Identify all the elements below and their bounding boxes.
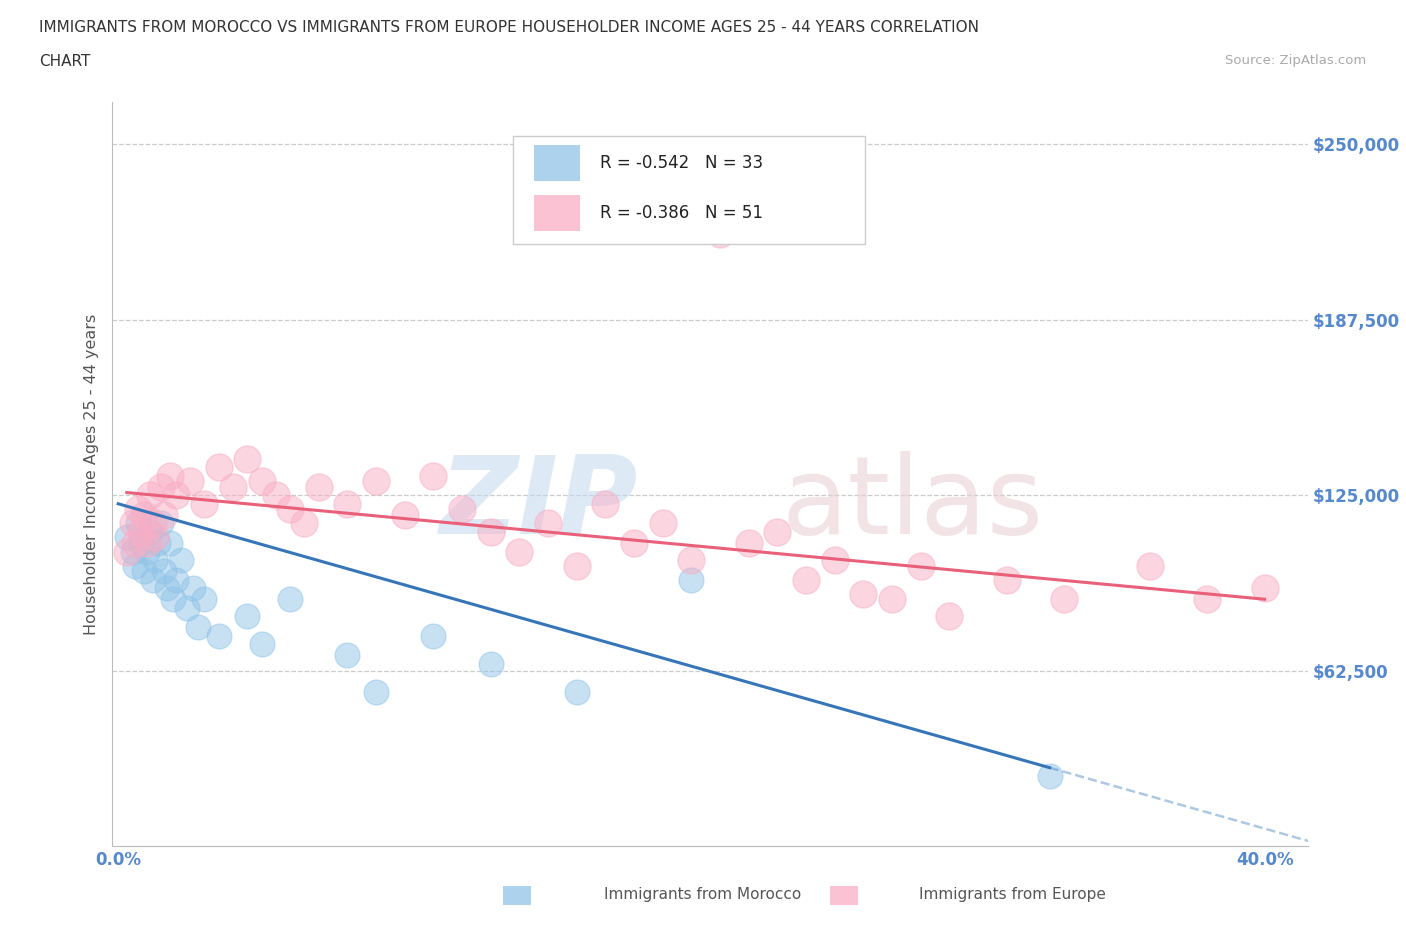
Point (336, 648, 359, 663)
Point (236, 451, 259, 466)
Point (479, 657, 502, 671)
Text: R = -0.542   N = 33: R = -0.542 N = 33 (600, 154, 763, 172)
Point (1197, 591, 1219, 606)
Point (176, 600, 198, 615)
Point (565, 558, 588, 573)
Point (145, 530, 167, 545)
Point (995, 572, 1018, 587)
Point (880, 591, 903, 606)
Point (207, 629, 229, 644)
Point (422, 469, 444, 484)
Point (129, 536, 152, 551)
Point (156, 580, 179, 595)
Point (148, 536, 170, 551)
Point (681, 572, 703, 587)
Point (336, 497, 359, 512)
Point (153, 508, 176, 523)
Point (422, 629, 444, 644)
Point (595, 497, 617, 512)
Point (135, 544, 157, 559)
Point (138, 525, 160, 539)
Point (115, 544, 138, 559)
Point (124, 558, 146, 573)
Point (537, 516, 560, 531)
Point (159, 469, 181, 484)
Point (1039, 769, 1062, 784)
Point (138, 488, 160, 503)
Point (150, 480, 173, 495)
FancyBboxPatch shape (513, 136, 866, 244)
Point (150, 516, 173, 531)
Point (264, 488, 287, 503)
Point (181, 580, 204, 595)
Text: ZIP: ZIP (440, 451, 638, 557)
Point (852, 586, 875, 601)
Text: R = -0.386   N = 51: R = -0.386 N = 51 (600, 205, 763, 222)
Point (910, 558, 932, 573)
Text: Source: ZipAtlas.com: Source: ZipAtlas.com (1226, 54, 1367, 67)
Point (142, 516, 165, 531)
Text: Immigrants from Morocco: Immigrants from Morocco (605, 887, 801, 902)
Point (681, 552, 703, 567)
Point (132, 564, 155, 578)
Point (651, 516, 673, 531)
Point (121, 516, 143, 531)
Bar (503, 886, 531, 905)
Text: atlas: atlas (782, 451, 1043, 557)
Point (824, 552, 846, 567)
Bar (830, 886, 858, 905)
Point (250, 474, 273, 489)
Point (159, 536, 181, 551)
Point (127, 516, 149, 531)
Point (236, 608, 259, 623)
Point (207, 459, 229, 474)
Point (451, 502, 474, 517)
Point (738, 536, 761, 551)
Point (294, 516, 316, 531)
Point (366, 474, 388, 489)
Point (135, 536, 157, 551)
Point (250, 637, 273, 652)
Point (1253, 580, 1275, 595)
Text: IMMIGRANTS FROM MOROCCO VS IMMIGRANTS FROM EUROPE HOUSEHOLDER INCOME AGES 25 - 4: IMMIGRANTS FROM MOROCCO VS IMMIGRANTS FR… (39, 20, 980, 35)
Text: Immigrants from Europe: Immigrants from Europe (920, 887, 1105, 902)
Point (153, 564, 176, 578)
Y-axis label: Householder Income Ages 25 - 44 years: Householder Income Ages 25 - 44 years (83, 313, 98, 635)
Point (132, 508, 155, 523)
Point (278, 591, 301, 606)
Point (1139, 558, 1161, 573)
Point (165, 572, 187, 587)
Bar (534, 145, 579, 180)
Point (170, 552, 193, 567)
Point (565, 684, 588, 699)
Text: CHART: CHART (39, 54, 91, 69)
Point (179, 474, 201, 489)
Point (766, 525, 789, 539)
Point (121, 544, 143, 559)
Point (1053, 591, 1076, 606)
Point (124, 536, 146, 551)
Point (709, 227, 731, 242)
Point (308, 480, 330, 495)
Point (162, 591, 184, 606)
Point (222, 480, 245, 495)
Point (193, 591, 215, 606)
Point (508, 544, 530, 559)
Point (394, 508, 416, 523)
Point (623, 536, 645, 551)
Point (479, 525, 502, 539)
Point (278, 502, 301, 517)
Point (165, 488, 187, 503)
Point (794, 572, 817, 587)
Point (127, 502, 149, 517)
Point (129, 525, 152, 539)
Point (187, 620, 209, 635)
Point (145, 552, 167, 567)
Bar (534, 195, 579, 231)
Point (142, 572, 165, 587)
Point (115, 530, 138, 545)
Point (193, 497, 215, 512)
Point (938, 608, 960, 623)
Point (366, 684, 388, 699)
